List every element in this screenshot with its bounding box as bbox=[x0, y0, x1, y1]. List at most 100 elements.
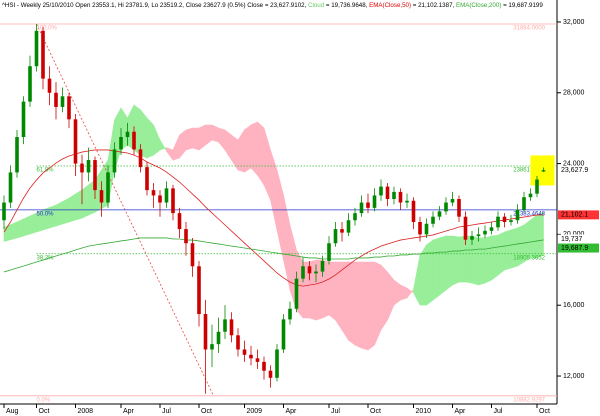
ema-line bbox=[3, 149, 544, 287]
cloud-segment bbox=[445, 235, 453, 291]
cloud-segment bbox=[55, 201, 63, 227]
header-part: EMA(Close,200) bbox=[456, 2, 501, 9]
candle-body bbox=[502, 216, 507, 223]
fib-price-label: 21383.4648 bbox=[513, 211, 545, 217]
candle-body bbox=[483, 230, 487, 235]
cloud-segment bbox=[536, 211, 544, 259]
cloud-segment bbox=[400, 284, 408, 301]
candle-body bbox=[47, 78, 52, 93]
candle-body bbox=[268, 370, 273, 378]
candle-body bbox=[470, 236, 474, 240]
x-tick-label: Oct bbox=[370, 408, 381, 415]
candle-body bbox=[307, 266, 312, 274]
header-part: = 19,736.9648, bbox=[324, 2, 369, 9]
candle-body bbox=[288, 308, 292, 320]
candle-body bbox=[301, 266, 305, 279]
candle-body bbox=[93, 160, 97, 191]
candle-body bbox=[424, 223, 429, 235]
candle-body bbox=[496, 216, 500, 228]
candle-body bbox=[8, 172, 13, 203]
cloud-segment bbox=[361, 261, 369, 351]
cloud-segment bbox=[16, 218, 24, 239]
candle-body bbox=[229, 319, 234, 336]
candle-body bbox=[80, 163, 84, 173]
ema-line bbox=[3, 237, 544, 273]
fib-price-label: 23861.5677 bbox=[513, 168, 545, 174]
x-tick-label: Jul bbox=[494, 408, 503, 415]
fib-percent-label: 100.0% bbox=[37, 26, 58, 32]
cloud-segment bbox=[380, 264, 388, 332]
candle-body bbox=[216, 331, 221, 345]
x-tick-label: Apr bbox=[455, 408, 467, 415]
cloud-segment bbox=[10, 221, 18, 241]
candle-body bbox=[151, 190, 156, 196]
cloud-segment bbox=[367, 261, 375, 351]
x-tick-label: Oct bbox=[539, 408, 550, 415]
candle-body bbox=[164, 188, 169, 203]
x-tick-label: Aug bbox=[6, 408, 19, 415]
cloud-segment bbox=[471, 235, 479, 286]
candle-body bbox=[145, 167, 149, 191]
candle-body bbox=[418, 222, 422, 235]
cloud-segment bbox=[452, 235, 460, 286]
candle-body bbox=[281, 319, 286, 350]
cloud-segment bbox=[250, 121, 258, 176]
candle-body bbox=[86, 160, 91, 173]
candle-body bbox=[528, 193, 533, 198]
candle-body bbox=[15, 137, 19, 173]
cloud-segment bbox=[192, 127, 200, 151]
cloud-segment bbox=[426, 239, 434, 306]
value-badge bbox=[558, 210, 599, 220]
candle-body bbox=[385, 186, 390, 199]
candle-body bbox=[353, 213, 357, 221]
value-badge-label: 19,737 bbox=[561, 236, 583, 243]
candle-body bbox=[249, 354, 253, 359]
fib-percent-label: 38.2% bbox=[37, 255, 55, 261]
x-tick-label: 2009 bbox=[247, 408, 263, 415]
candle-body bbox=[489, 227, 494, 231]
x-tick-label: 2008 bbox=[78, 408, 94, 415]
y-tick-label: 28,000 bbox=[563, 90, 585, 97]
fib-price-label: 10882.9297 bbox=[513, 397, 545, 403]
cloud-segment bbox=[439, 235, 447, 296]
candle-body bbox=[177, 213, 182, 230]
candle-body bbox=[541, 170, 546, 172]
candle-body bbox=[314, 271, 318, 274]
candle-body bbox=[320, 260, 325, 272]
x-tick-label: Oct bbox=[201, 408, 212, 415]
value-badge bbox=[558, 234, 599, 244]
y-tick-label: 24,000 bbox=[563, 160, 585, 167]
y-tick-label: 16,000 bbox=[563, 302, 585, 309]
value-badge-label: 19,687.9 bbox=[561, 245, 588, 252]
candle-body bbox=[463, 216, 468, 240]
candle-body bbox=[54, 92, 58, 107]
candle-body bbox=[73, 119, 78, 164]
fib-price-label: 18905.3652 bbox=[513, 255, 545, 261]
candle-body bbox=[34, 30, 39, 67]
candle-body bbox=[346, 220, 351, 233]
candle-body bbox=[132, 131, 136, 150]
cloud-segment bbox=[458, 235, 466, 283]
candle-body bbox=[372, 195, 377, 208]
candle-body bbox=[112, 149, 117, 173]
candle-body bbox=[171, 188, 175, 214]
fib-price-label: 31884.0000 bbox=[513, 26, 545, 32]
value-badge bbox=[558, 165, 599, 175]
cloud-segment bbox=[185, 127, 193, 151]
plot: 100.0% 31884.0000 61.8% 23861.5677 50.0% 2138… bbox=[0, 23, 557, 403]
candle-body bbox=[327, 243, 331, 261]
candle-body bbox=[99, 190, 104, 203]
candle-body bbox=[444, 202, 448, 212]
fib-percent-label: 61.8% bbox=[37, 168, 55, 174]
header-part: ^HSI - Weekly 25/10/2010 Open 23553.1, H… bbox=[2, 2, 308, 9]
y-tick-label: 32,000 bbox=[563, 19, 585, 26]
candle-body bbox=[405, 200, 409, 203]
cloud-segment bbox=[75, 189, 83, 221]
candle-body bbox=[379, 186, 383, 196]
candle-body bbox=[242, 349, 247, 355]
cloud-segment bbox=[491, 234, 499, 281]
header-part: Cloud bbox=[308, 2, 325, 9]
candle-body bbox=[2, 202, 6, 221]
y-tick-label: 12,000 bbox=[563, 373, 585, 380]
candle-body bbox=[158, 195, 162, 203]
